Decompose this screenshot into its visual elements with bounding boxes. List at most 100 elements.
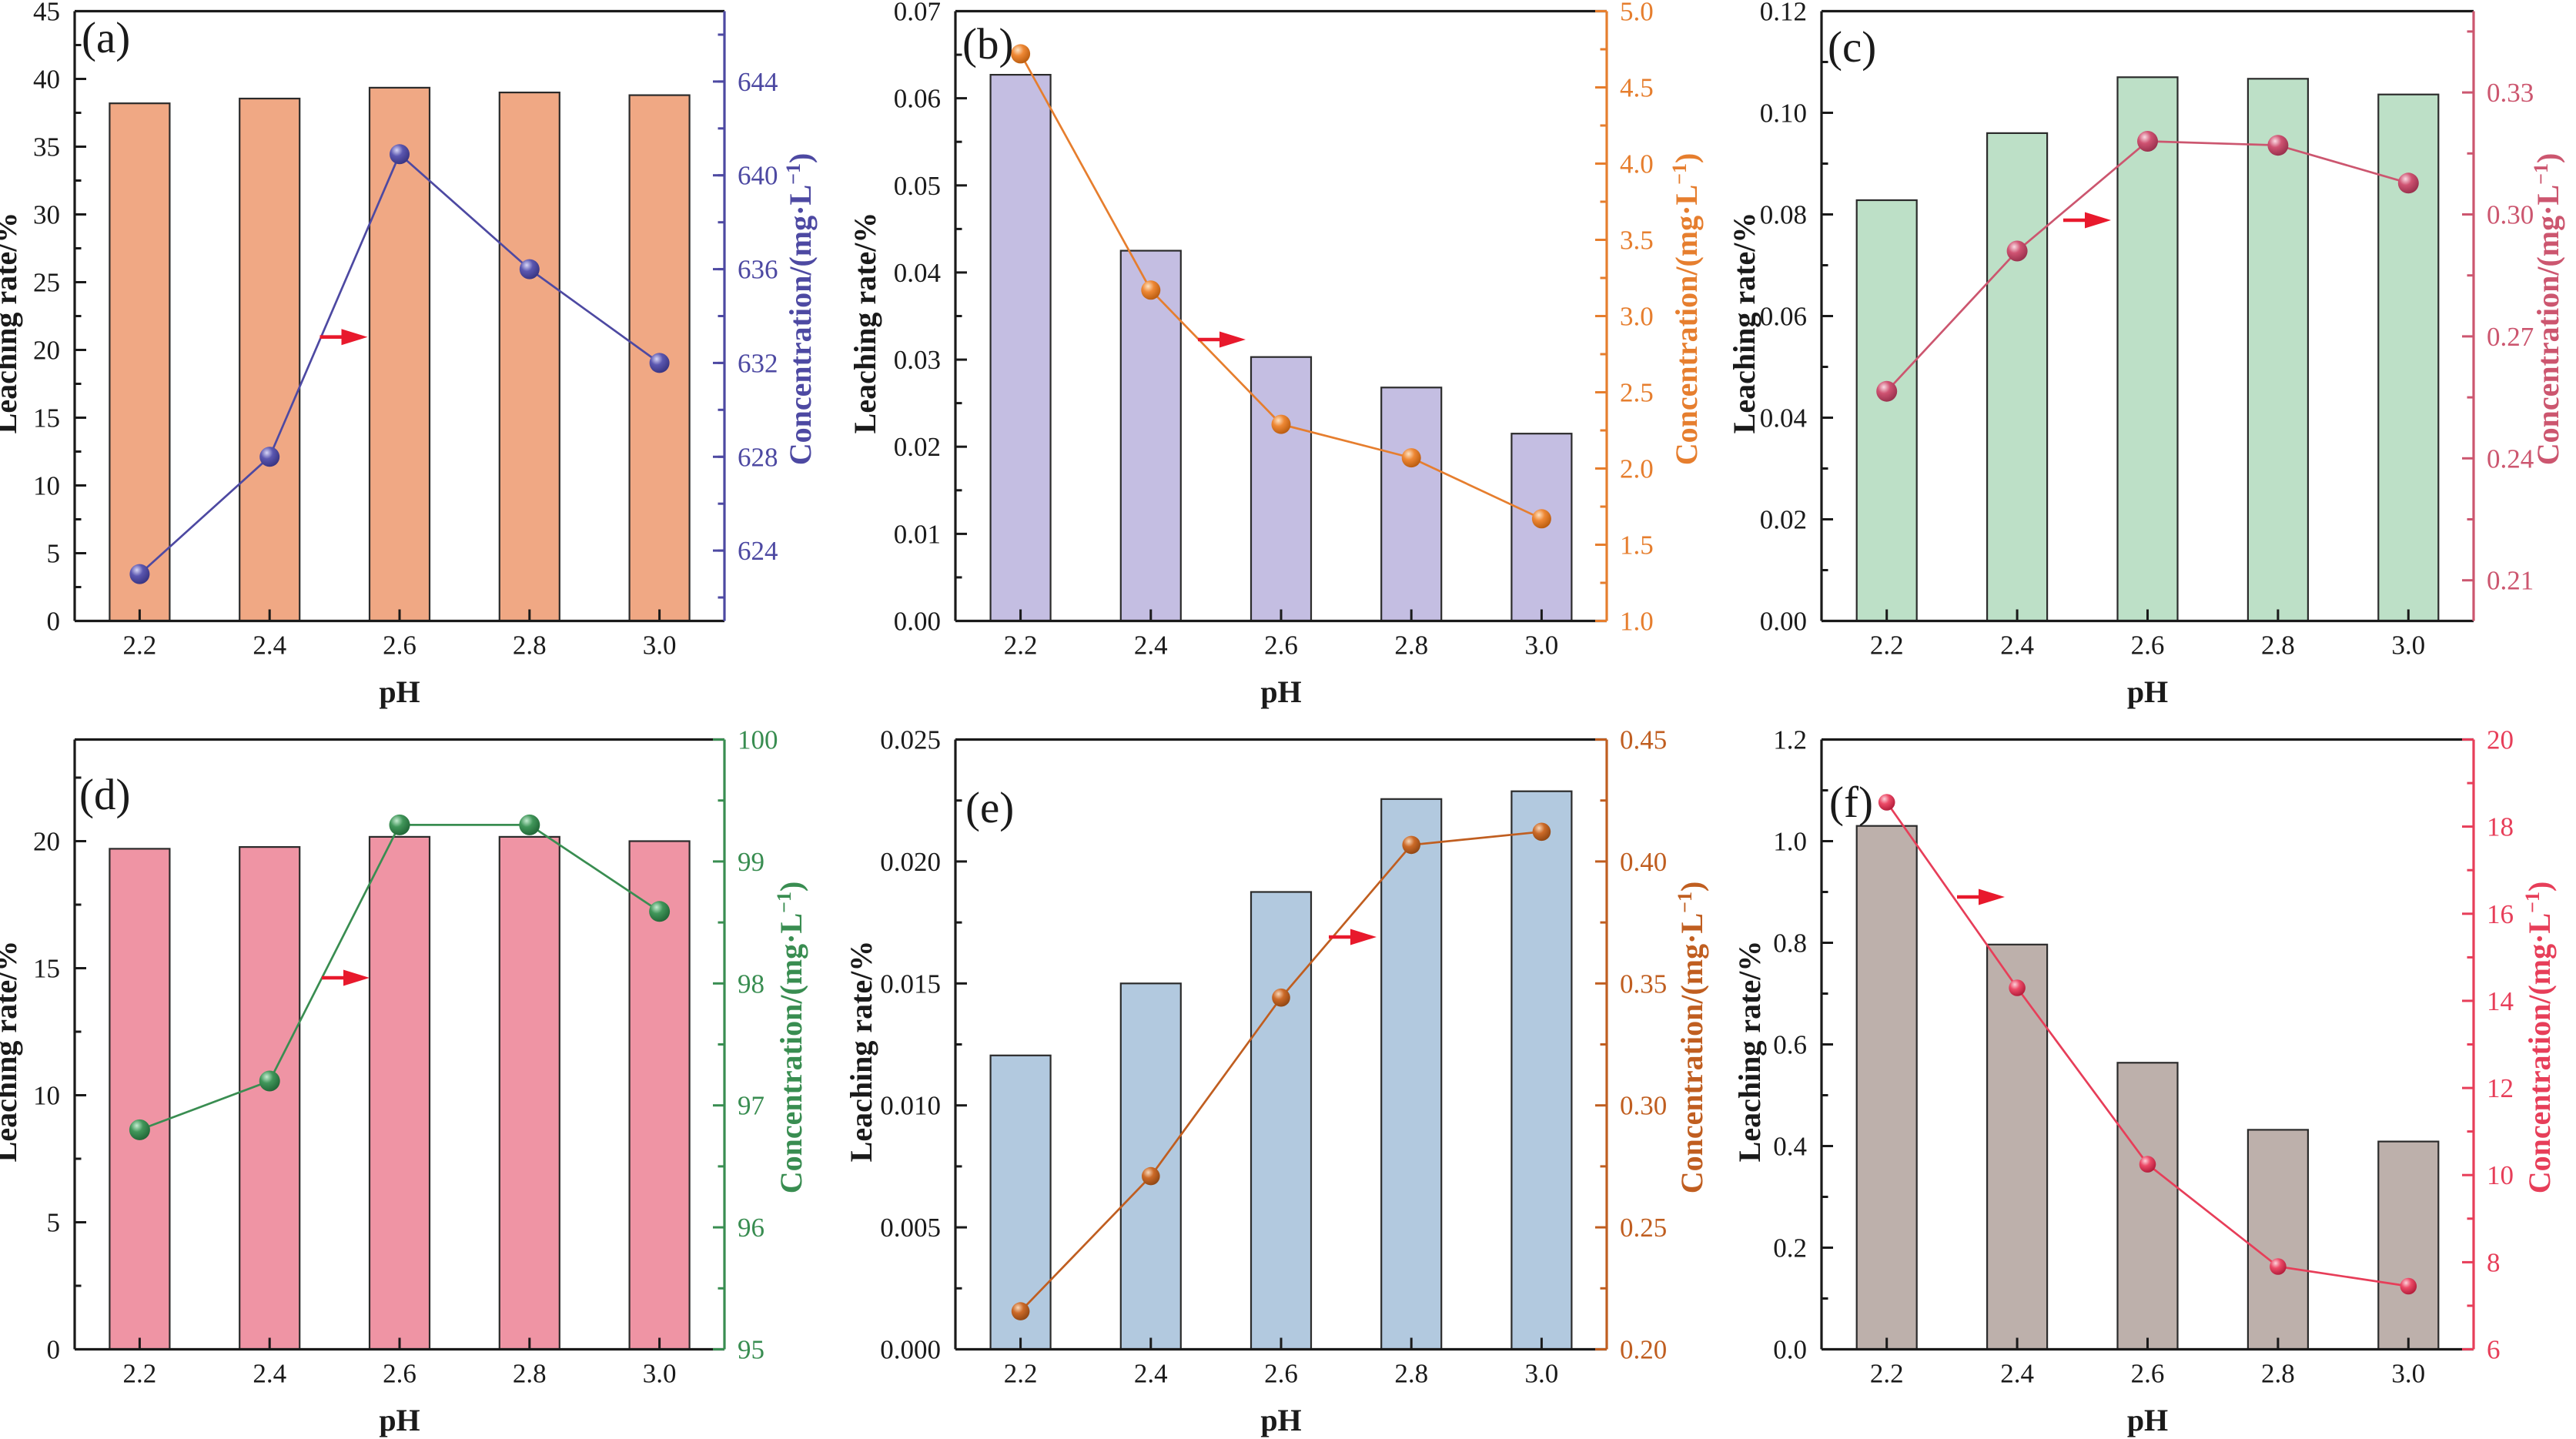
svg-text:2.8: 2.8 (513, 631, 547, 661)
svg-text:2.4: 2.4 (2000, 1359, 2034, 1389)
svg-text:5: 5 (47, 539, 61, 569)
svg-text:0.24: 0.24 (2487, 443, 2534, 474)
svg-text:1.5: 1.5 (1620, 530, 1654, 561)
svg-text:95: 95 (738, 1335, 764, 1365)
svg-text:(f): (f) (1829, 778, 1873, 827)
svg-text:pH: pH (2127, 674, 2168, 709)
svg-text:0.04: 0.04 (1760, 403, 1807, 433)
svg-text:2.2: 2.2 (1004, 1359, 1038, 1389)
svg-text:2.0: 2.0 (1620, 454, 1654, 484)
svg-text:Leaching rate/%: Leaching rate/% (1727, 213, 1761, 434)
svg-text:99: 99 (738, 847, 764, 877)
svg-text:0.2: 0.2 (1773, 1233, 1807, 1263)
svg-text:(d): (d) (79, 771, 130, 819)
svg-text:3.0: 3.0 (1620, 302, 1654, 332)
svg-text:0.27: 0.27 (2487, 322, 2534, 352)
svg-text:(a): (a) (82, 14, 130, 62)
svg-text:100: 100 (738, 725, 778, 755)
svg-text:0.00: 0.00 (894, 607, 941, 637)
svg-text:0.020: 0.020 (880, 847, 941, 877)
svg-text:pH: pH (1260, 1403, 1301, 1437)
svg-text:0.21: 0.21 (2487, 566, 2534, 596)
svg-text:640: 640 (738, 161, 778, 191)
svg-text:644: 644 (738, 67, 778, 97)
svg-text:10: 10 (2487, 1160, 2514, 1190)
svg-text:pH: pH (379, 674, 420, 709)
svg-text:3.5: 3.5 (1620, 226, 1654, 256)
svg-text:pH: pH (2127, 1403, 2168, 1437)
svg-text:3.0: 3.0 (2391, 1359, 2425, 1389)
svg-text:0.12: 0.12 (1760, 0, 1807, 27)
svg-text:0.025: 0.025 (880, 725, 941, 755)
svg-text:0.0: 0.0 (1773, 1335, 1807, 1365)
svg-text:0.01: 0.01 (894, 519, 941, 549)
svg-text:Leaching rate/%: Leaching rate/% (0, 213, 23, 434)
svg-text:(b): (b) (962, 20, 1013, 69)
svg-text:0.010: 0.010 (880, 1091, 941, 1121)
svg-text:2.8: 2.8 (2261, 631, 2295, 661)
svg-text:(c): (c) (1828, 23, 1876, 72)
svg-text:0.00: 0.00 (1760, 607, 1807, 637)
svg-text:628: 628 (738, 442, 778, 472)
svg-text:0.04: 0.04 (894, 258, 941, 288)
svg-text:20: 20 (2487, 725, 2514, 755)
svg-text:0.20: 0.20 (1620, 1335, 1667, 1365)
svg-text:0.30: 0.30 (2487, 200, 2534, 230)
svg-text:0: 0 (47, 1335, 61, 1365)
svg-text:1.2: 1.2 (1773, 725, 1807, 755)
svg-text:Concentration/(mg·L−1): Concentration/(mg·L−1) (782, 153, 818, 466)
svg-text:0.02: 0.02 (1760, 505, 1807, 535)
svg-text:Leaching rate/%: Leaching rate/% (844, 941, 878, 1163)
svg-text:20: 20 (33, 827, 60, 857)
svg-text:2.4: 2.4 (1134, 631, 1168, 661)
svg-text:0.30: 0.30 (1620, 1091, 1667, 1121)
svg-text:0.005: 0.005 (880, 1213, 941, 1243)
svg-text:3.0: 3.0 (643, 1359, 677, 1389)
svg-text:Concentration/(mg·L−1): Concentration/(mg·L−1) (773, 882, 808, 1194)
svg-text:2.8: 2.8 (513, 1359, 547, 1389)
svg-text:20: 20 (33, 336, 60, 366)
svg-text:2.6: 2.6 (383, 1359, 417, 1389)
svg-text:0.45: 0.45 (1620, 725, 1667, 755)
svg-text:2.8: 2.8 (2261, 1359, 2295, 1389)
svg-text:636: 636 (738, 255, 778, 285)
svg-text:96: 96 (738, 1213, 764, 1243)
svg-text:2.2: 2.2 (1004, 631, 1038, 661)
svg-text:14: 14 (2487, 986, 2514, 1016)
svg-text:35: 35 (33, 132, 60, 162)
svg-text:18: 18 (2487, 812, 2514, 842)
svg-text:pH: pH (379, 1403, 420, 1437)
svg-text:15: 15 (33, 403, 60, 433)
svg-text:97: 97 (738, 1091, 764, 1121)
svg-text:632: 632 (738, 348, 778, 378)
svg-text:30: 30 (33, 200, 60, 230)
svg-text:0.000: 0.000 (880, 1335, 941, 1365)
svg-text:0.06: 0.06 (894, 84, 941, 114)
svg-text:2.8: 2.8 (1394, 631, 1428, 661)
svg-text:0.03: 0.03 (894, 345, 941, 375)
svg-text:1.0: 1.0 (1620, 607, 1654, 637)
svg-text:5: 5 (47, 1208, 61, 1238)
svg-text:0.02: 0.02 (894, 432, 941, 462)
svg-text:16: 16 (2487, 899, 2514, 929)
svg-text:0.015: 0.015 (880, 969, 941, 999)
svg-text:0: 0 (47, 607, 61, 637)
svg-text:Leaching rate/%: Leaching rate/% (1732, 941, 1767, 1163)
svg-text:2.8: 2.8 (1394, 1359, 1428, 1389)
svg-text:0.4: 0.4 (1773, 1132, 1807, 1162)
svg-text:2.5: 2.5 (1620, 378, 1654, 408)
svg-text:6: 6 (2487, 1335, 2501, 1365)
svg-text:2.4: 2.4 (253, 631, 286, 661)
svg-text:2.6: 2.6 (383, 631, 417, 661)
svg-text:Concentration/(mg·L−1): Concentration/(mg·L−1) (1668, 153, 1704, 466)
svg-text:Leaching rate/%: Leaching rate/% (0, 941, 23, 1163)
svg-text:0.07: 0.07 (894, 0, 941, 27)
svg-text:2.4: 2.4 (1134, 1359, 1168, 1389)
svg-text:0.08: 0.08 (1760, 200, 1807, 230)
svg-text:40: 40 (33, 65, 60, 95)
svg-text:Concentration/(mg·L−1): Concentration/(mg·L−1) (2521, 882, 2557, 1194)
svg-text:0.40: 0.40 (1620, 847, 1667, 877)
svg-text:3.0: 3.0 (1525, 1359, 1559, 1389)
svg-text:2.4: 2.4 (2000, 631, 2034, 661)
svg-text:2.2: 2.2 (1870, 631, 1904, 661)
